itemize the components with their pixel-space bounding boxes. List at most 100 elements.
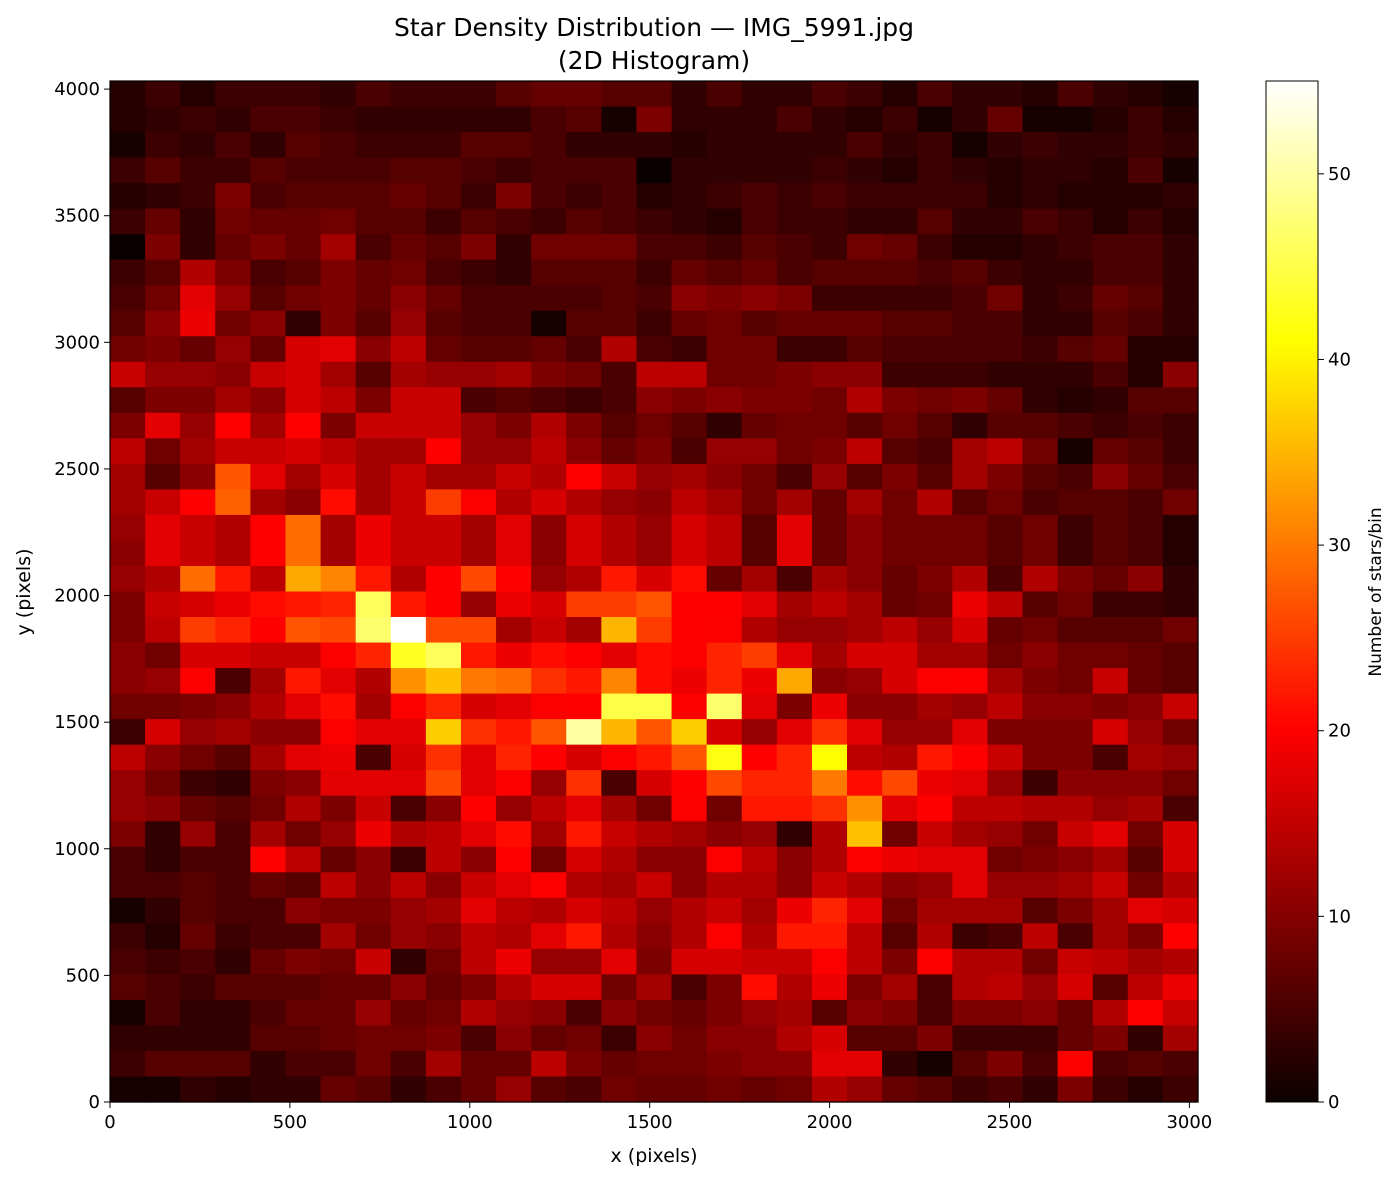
heatmap-cell [671, 157, 708, 184]
heatmap-cell [390, 259, 427, 286]
heatmap-cell [847, 361, 883, 388]
heatmap-cell [741, 565, 778, 593]
heatmap-cell [355, 897, 392, 924]
heatmap-cell [811, 540, 848, 567]
heatmap-cell [355, 183, 392, 210]
heatmap-cell [987, 770, 1024, 797]
heatmap-cell [741, 693, 778, 720]
heatmap-cell [496, 999, 532, 1027]
heatmap-cell [741, 821, 778, 848]
heatmap-cell [847, 897, 883, 924]
heatmap-cell [425, 795, 462, 822]
heatmap-cell [776, 285, 813, 312]
heatmap-cell [180, 565, 216, 593]
heatmap-cell [847, 719, 883, 746]
heatmap-cell [180, 1025, 216, 1052]
heatmap-cell [671, 81, 708, 108]
heatmap-cell [145, 642, 181, 669]
heatmap-cell [671, 1025, 708, 1052]
heatmap-cell [110, 770, 146, 797]
heatmap-cell [531, 693, 567, 720]
heatmap-cell [847, 948, 883, 975]
heatmap-cell [320, 310, 357, 337]
heatmap-cell [110, 668, 146, 695]
heatmap-cell [460, 617, 497, 644]
heatmap-cell [882, 872, 918, 899]
y-tick-label: 2000 [54, 586, 100, 607]
heatmap-cell [987, 106, 1024, 133]
heatmap-cell [636, 387, 673, 414]
heatmap-cell [496, 693, 532, 720]
heatmap-cell [882, 540, 918, 567]
heatmap-cell [250, 208, 287, 235]
heatmap-cell [917, 463, 953, 491]
heatmap-cell [390, 489, 427, 516]
heatmap-cell [1022, 948, 1059, 975]
heatmap-cell [776, 336, 813, 363]
heatmap-cell [706, 770, 743, 797]
heatmap-cell [1022, 693, 1059, 720]
heatmap-cell [811, 948, 848, 975]
heatmap-cell [566, 1025, 602, 1052]
heatmap-cell [811, 642, 848, 669]
heatmap-cell [285, 1050, 322, 1078]
heatmap-cell [496, 744, 532, 771]
heatmap-cell [1022, 617, 1059, 644]
heatmap-cell [917, 846, 953, 873]
heatmap-cell [882, 948, 918, 975]
heatmap-cell [1127, 81, 1164, 108]
heatmap-cell [847, 183, 883, 210]
heatmap-cell [425, 1050, 462, 1078]
heatmap-cell [636, 540, 673, 567]
heatmap-cell [987, 514, 1024, 542]
heatmap-cell [952, 744, 989, 771]
heatmap-cell [425, 617, 462, 644]
heatmap-cell [355, 1025, 392, 1052]
heatmap-cell [706, 310, 743, 337]
heatmap-cell [425, 1025, 462, 1052]
heatmap-cell [1057, 974, 1094, 1001]
heatmap-cell [601, 387, 638, 414]
heatmap-cell [390, 846, 427, 873]
heatmap-cell [566, 387, 602, 414]
heatmap-cell [531, 897, 567, 924]
heatmap-cell [145, 821, 181, 848]
heatmap-cell [882, 81, 918, 108]
heatmap-cell [776, 642, 813, 669]
heatmap-cell [1127, 361, 1164, 388]
heatmap-cell [917, 514, 953, 542]
heatmap-cell [285, 770, 322, 797]
heatmap-cell [460, 795, 497, 822]
heatmap-cell [1022, 81, 1059, 108]
heatmap-cell [917, 1025, 953, 1052]
heatmap-cell [882, 132, 918, 159]
heatmap-cell [987, 974, 1024, 1001]
heatmap-cell [1057, 489, 1094, 516]
heatmap-cell [566, 821, 602, 848]
heatmap-cell [496, 463, 532, 491]
chart-subtitle: (2D Histogram) [558, 46, 750, 75]
heatmap-cell [811, 565, 848, 593]
heatmap-cell [1127, 999, 1164, 1027]
heatmap-cell [741, 872, 778, 899]
heatmap-cell [882, 387, 918, 414]
heatmap-cell [1127, 387, 1164, 414]
heatmap-cell [566, 872, 602, 899]
heatmap-cell [811, 1050, 848, 1078]
heatmap-cell [425, 234, 462, 261]
heatmap-cell [1092, 846, 1129, 873]
heatmap-cell [1057, 1050, 1094, 1078]
heatmap-cell [671, 795, 708, 822]
heatmap-cell [425, 668, 462, 695]
heatmap-cell [952, 1025, 989, 1052]
heatmap-cell [1057, 234, 1094, 261]
heatmap-cell [1162, 693, 1199, 720]
heatmap-cell [917, 489, 953, 516]
heatmap-cell [636, 923, 673, 950]
heatmap-cell [215, 999, 251, 1027]
heatmap-cell [952, 285, 989, 312]
heatmap-cell [882, 821, 918, 848]
heatmap-cell [1057, 106, 1094, 133]
heatmap-cell [425, 183, 462, 210]
heatmap-cell [1022, 387, 1059, 414]
